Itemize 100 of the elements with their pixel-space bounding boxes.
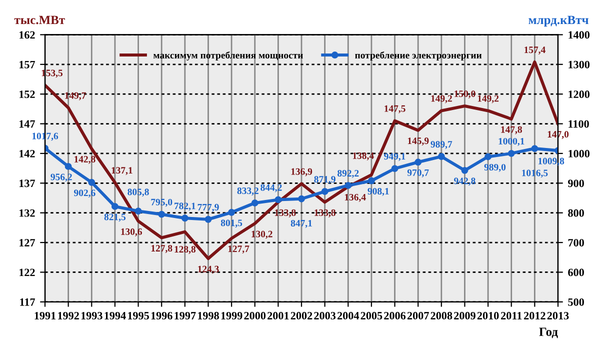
data-label: 989,0 [484,164,506,172]
x-tick-label: 2011 [501,312,522,320]
point [531,145,538,152]
data-label: 949,1 [384,153,406,162]
y-tick-label: 157 [20,60,36,68]
point [508,150,515,157]
data-label: 805,8 [128,188,149,197]
data-label: 989,7 [430,141,452,149]
data-label: 127,8 [151,244,172,253]
y2-axis-title: млрд.кВтч [528,16,588,27]
y2-tick-label: 1000 [568,150,590,158]
y-tick-label: 117 [20,298,36,306]
data-label: 133,8 [314,209,336,218]
point [181,214,188,222]
point [298,195,305,202]
data-label: 801,5 [220,220,242,228]
data-label: 942,8 [454,178,476,186]
data-label: 142,8 [74,156,96,164]
y-tick-label: 137 [20,180,36,188]
x-tick-label: 1997 [174,312,196,320]
x-tick-label: 2000 [244,312,266,320]
y2-tick-label: 1200 [568,90,590,98]
data-label: 130,6 [121,228,142,236]
data-label: 127,7 [228,246,250,254]
data-label: 128,8 [174,246,196,254]
point [88,178,96,186]
y2-tick-label: 1100 [568,120,589,128]
point [134,208,142,215]
x-tick-label: 1992 [58,312,79,320]
data-label: 133,8 [274,209,296,218]
data-label: 892,2 [338,170,359,178]
data-label: 136,4 [344,194,366,202]
data-label: 124,3 [198,266,219,274]
data-label: 137,1 [112,167,132,176]
x-tick-label: 2012 [524,312,546,320]
y2-tick-label: 700 [568,238,584,246]
x-tick-label: 2008 [430,312,452,320]
data-label: 157,4 [524,46,546,55]
x-tick-label: 1998 [198,312,219,320]
point [274,196,282,204]
y2-tick-label: 1400 [568,31,590,39]
x-tick-label: 1995 [128,312,149,320]
y-tick-label: 127 [20,239,36,246]
x-tick-label: 1996 [151,312,172,320]
x-tick-label: 2009 [454,312,476,320]
x-axis-title: Год [539,328,558,338]
point [204,216,212,223]
y2-tick-label: 600 [568,268,584,276]
data-label: 777,9 [198,204,219,212]
data-label: 902,6 [74,190,96,198]
data-label: 833,2 [237,187,258,196]
point [158,210,166,218]
y-tick-label: 122 [20,268,35,276]
y-tick-label: 147 [20,120,36,128]
data-label: 136,9 [291,168,312,176]
point [391,165,398,172]
data-label: 149,2 [478,95,499,104]
point [64,162,72,170]
x-tick-label: 1994 [104,312,126,320]
legend-label: потребление электроэнергии [355,51,482,60]
data-label: 138,4 [352,152,374,160]
data-label: 871,9 [314,176,336,184]
point [344,182,352,189]
x-tick-label: 2010 [477,312,499,320]
data-label: 147,5 [384,105,406,114]
y2-tick-label: 1300 [568,60,590,68]
x-tick-label: 2001 [268,312,289,320]
data-label: 130,2 [252,230,272,239]
data-label: 844,2 [260,184,282,192]
point [321,188,328,195]
data-label: 970,7 [407,169,429,178]
point [414,158,422,166]
point [368,177,375,184]
x-tick-label: 1993 [81,312,102,320]
x-tick-label: 1991 [34,312,56,320]
data-label: 1016,5 [522,170,548,178]
data-label: 149,2 [431,95,452,104]
point [251,200,258,206]
data-label: 149,7 [65,92,86,100]
y-tick-label: 152 [20,90,35,98]
x-tick-label: 2007 [407,312,429,320]
y2-tick-label: 900 [568,180,584,188]
data-label: 821,5 [104,214,126,222]
x-tick-label: 2004 [337,312,360,320]
data-label: 147,8 [501,126,522,134]
data-label: 956,2 [50,174,72,182]
y2-tick-label: 500 [568,298,584,306]
x-tick-label: 2002 [290,312,312,320]
x-tick-label: 2013 [547,312,569,320]
data-label: 1000,1 [498,138,524,146]
x-tick-label: 1999 [221,312,242,320]
data-label: 847,1 [290,220,312,228]
y-axis-title: тыс.МВт [14,16,65,24]
y-tick-label: 132 [20,209,35,217]
data-label: 795,0 [151,198,172,207]
y-tick-label: 162 [20,31,35,39]
data-label: 145,9 [408,138,429,146]
point [111,202,118,210]
data-label: 150,0 [454,90,476,98]
y2-tick-label: 800 [568,209,584,217]
